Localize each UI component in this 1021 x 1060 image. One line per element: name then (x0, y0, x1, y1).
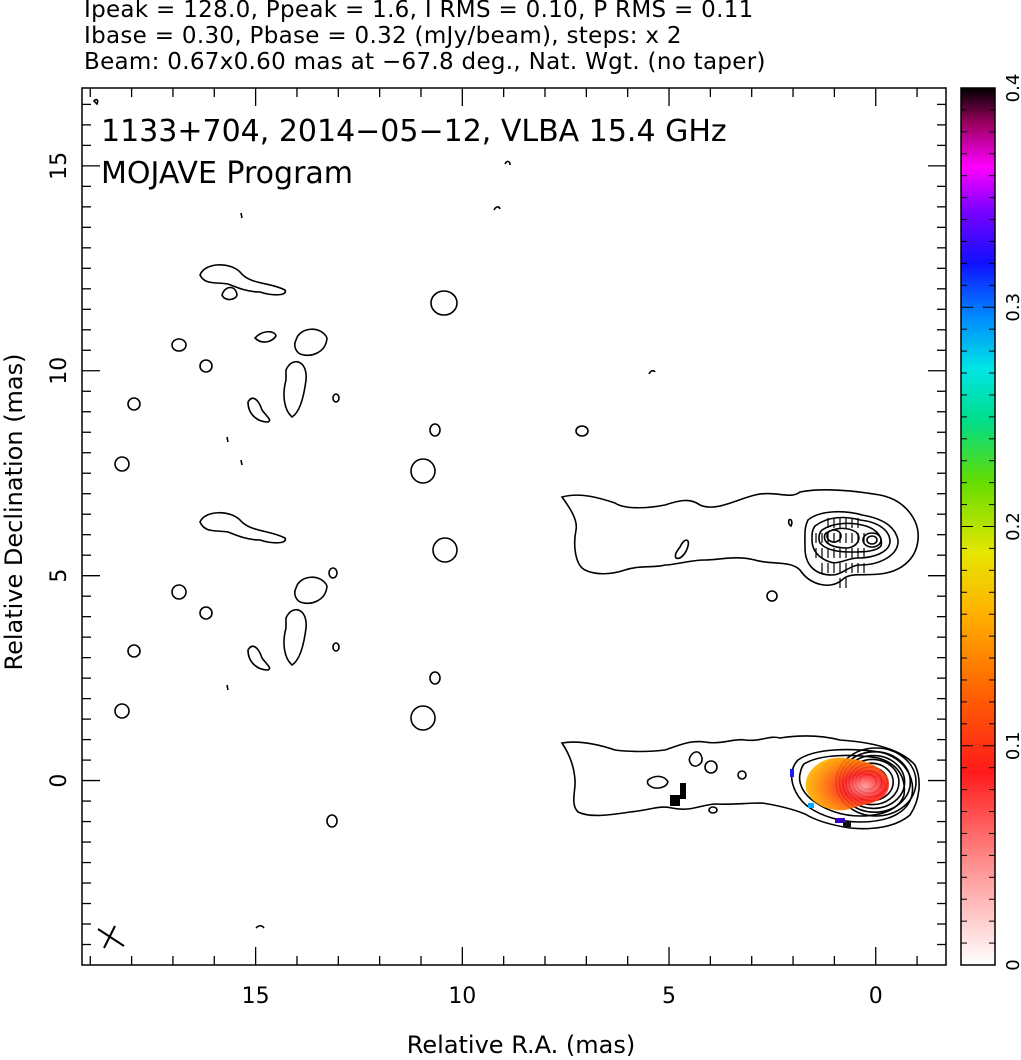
upper-jet-contour (674, 539, 690, 560)
x-tick-label: 15 (242, 984, 270, 1009)
y-tick-label: 5 (47, 569, 72, 583)
sidelobe-contour (199, 359, 213, 373)
map-title: 1133+704, 2014−05−12, VLBA 15.4 GHz (101, 114, 727, 149)
colorbar-tick-label: 0.1 (1003, 731, 1021, 760)
sidelobe-contour (575, 425, 589, 437)
map-subtitle: MOJAVE Program (101, 156, 353, 191)
polarization-pixel (680, 783, 686, 799)
y-tick-label: 10 (47, 357, 72, 385)
colorbar-tick-label: 0.4 (1003, 74, 1021, 103)
sidelobe-contour (493, 206, 501, 211)
polarization-fraction-patch (805, 757, 890, 811)
sidelobe-contour (221, 286, 238, 301)
colorbar-tick-label: 0.3 (1003, 293, 1021, 322)
sidelobe-contour (432, 537, 458, 563)
sidelobe-contour (92, 98, 99, 106)
header-line-1: Ipeak = 128.0, Ppeak = 1.6, I RMS = 0.10… (84, 0, 754, 23)
lower-jet-contour (737, 770, 747, 780)
upper-jet-contour (560, 489, 919, 586)
sidelobe-contour (332, 642, 340, 652)
sidelobe-contour (247, 645, 271, 671)
sidelobe-contour (328, 567, 338, 579)
sidelobe-contour (114, 703, 130, 719)
sidelobe-contour (114, 456, 130, 472)
sidelobe-contour (648, 369, 656, 375)
sidelobe-contour (247, 397, 271, 423)
sidelobe-contour (294, 576, 328, 604)
sidelobe-contour (127, 397, 141, 411)
upper-jet-contour (866, 535, 878, 545)
y-axis-label: Relative Declination (mas) (0, 353, 28, 670)
sidelobe-contour (294, 328, 328, 356)
polarization-pixel (843, 822, 851, 827)
sidelobe-contour (332, 393, 340, 403)
sidelobe-contour (199, 511, 287, 544)
sidelobe-contour (283, 360, 307, 418)
upper-jet-contour (804, 510, 899, 576)
x-tick-label: 5 (662, 984, 676, 1009)
plot-frame (81, 87, 947, 966)
x-axis-label: Relative R.A. (mas) (407, 1031, 635, 1059)
header-line-2: Ibase = 0.30, Pbase = 0.32 (mJy/beam), s… (84, 23, 682, 49)
colorbar-tick-label: 0 (1003, 959, 1021, 970)
upper-jet-contour (823, 527, 860, 549)
polarization-pixel (835, 818, 845, 823)
upper-jet-contour (811, 516, 891, 564)
lower-jet-contour (688, 751, 703, 767)
sidelobe-contour (240, 459, 243, 466)
lower-jet-contour (704, 760, 718, 774)
sidelobe-contour (410, 705, 436, 731)
sidelobe-contour (171, 584, 187, 600)
polarization-pixel (808, 803, 814, 808)
x-tick-label: 10 (448, 984, 476, 1009)
lower-jet-contour (560, 735, 920, 830)
sidelobe-contour (429, 671, 441, 685)
colorbar-tick-label: 0.2 (1003, 512, 1021, 541)
sidelobe-contour (226, 684, 229, 691)
header-line-3: Beam: 0.67x0.60 mas at −67.8 deg., Nat. … (84, 49, 766, 75)
beam-marker (97, 925, 125, 949)
upper-jet-contour (862, 532, 882, 548)
sidelobe-contour (504, 160, 511, 166)
x-tick-label: 0 (869, 984, 883, 1009)
sidelobe-contour (226, 436, 229, 443)
sidelobe-contour (283, 608, 307, 666)
polarization-pixel (790, 769, 794, 777)
sidelobe-contour (240, 212, 243, 219)
y-tick-label: 0 (47, 774, 72, 788)
lower-jet-contour (646, 775, 669, 789)
sidelobe-contour (255, 924, 265, 929)
sidelobe-contour (429, 423, 441, 437)
sidelobe-contour (199, 606, 213, 620)
sidelobe-contour (410, 458, 436, 484)
sidelobe-contour (199, 264, 287, 296)
sidelobe-contour (253, 330, 277, 343)
sidelobe-contour (326, 814, 338, 828)
sidelobe-contour (127, 644, 141, 658)
sidelobe-contour (708, 806, 718, 814)
y-tick-label: 15 (47, 152, 72, 180)
sidelobe-contour (766, 590, 778, 602)
polarization-pixel (670, 795, 680, 806)
sidelobe-contour (171, 338, 187, 352)
lower-core-contour (798, 754, 906, 817)
sidelobe-contour (430, 290, 458, 316)
upper-jet-contour (787, 518, 793, 528)
upper-jet-contour (818, 522, 883, 553)
